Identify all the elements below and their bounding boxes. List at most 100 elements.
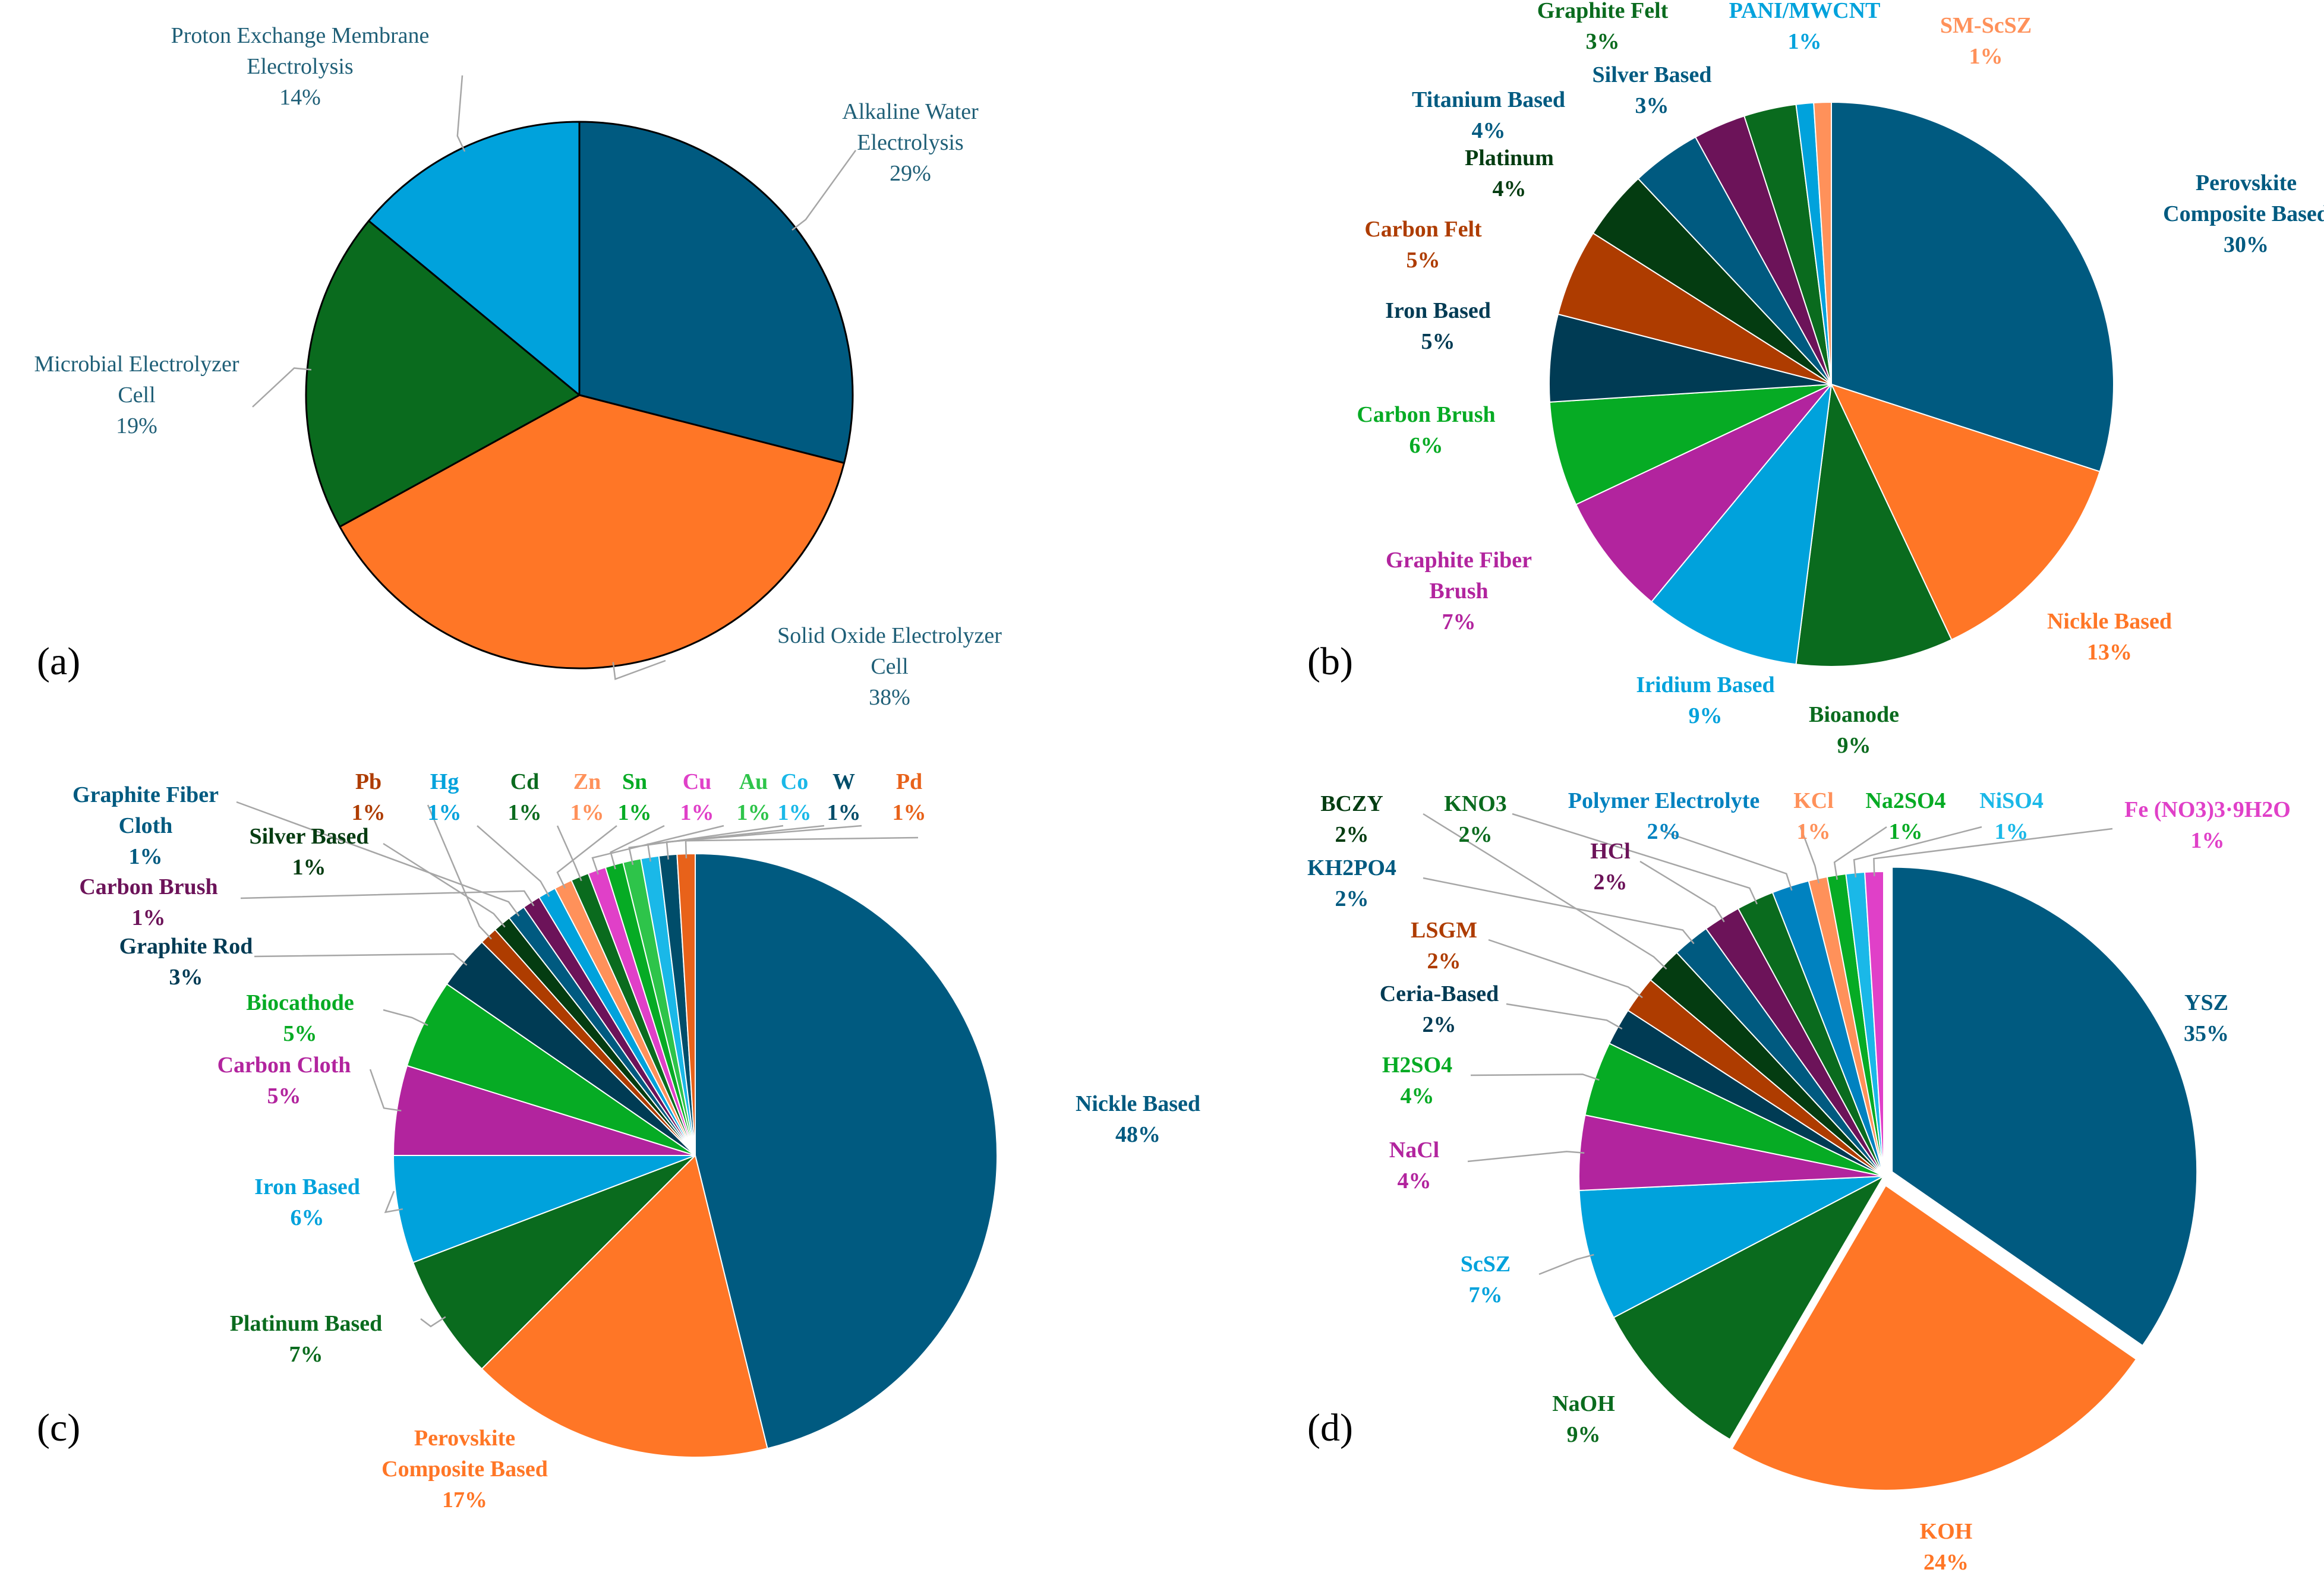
leader-line-alkaline-water-electrolysis <box>792 150 857 231</box>
leader-line-pd <box>685 836 919 858</box>
slice-labels-d: YSZ 35% KOH 24% NaOH 9% ScSZ 7% NaCl 4% H2SO4 4% Cer… <box>1307 788 2291 1575</box>
pie-slice-carbon-brush <box>1549 384 1832 506</box>
pie-slices-d <box>1578 866 2198 1491</box>
slice-label-kh2po4: KH2PO4 2% <box>1307 855 1396 911</box>
slice-label-microbial-electrolyzer-cell: Microbial Electrolyzer Cell 19% <box>34 352 239 438</box>
slice-label-scsz: ScSZ 7% <box>1461 1252 1511 1308</box>
slice-label-carbon-cloth: Carbon Cloth 5% <box>217 1053 351 1109</box>
leader-line-h2so4 <box>1470 1073 1600 1081</box>
pie-slice-naoh <box>1613 1176 1884 1440</box>
slice-label-hg: Hg 1% <box>428 769 462 825</box>
pie-slice-nickle-based <box>695 853 998 1450</box>
leader-line-lsgm <box>1488 939 1643 999</box>
slice-label-niso4: NiSO4 1% <box>1979 788 2044 844</box>
slice-label-polymer-electrolyte: Polymer Electrolyte 2% <box>1568 788 1760 844</box>
pie-slices-c <box>393 853 998 1458</box>
slice-labels-a: Alkaline Water Electrolysis 29% Solid Oxide… <box>34 23 1002 710</box>
slice-label-fe-no3-3-9h2o: Fe (NO3)3·9H2O 1% <box>2124 797 2291 853</box>
slice-label-silver-based: Silver Based 1% <box>250 824 369 880</box>
leader-line-zn <box>556 825 617 889</box>
slice-label-iron-based: Iron Based 5% <box>1385 298 1491 354</box>
slice-label-platinum: Platinum 4% <box>1465 146 1554 201</box>
leader-line-w <box>666 825 862 860</box>
pie-slices-a <box>305 121 854 670</box>
pie-chart-d: YSZ 35% KOH 24% NaOH 9% ScSZ 7% NaCl 4% H2SO4 4% Cer… <box>1307 788 2291 1575</box>
pie-slice-ysz <box>1891 866 2198 1347</box>
slice-label-cu: Cu 1% <box>680 769 714 825</box>
slice-label-nickle-based: Nickle Based 48% <box>1076 1091 1200 1147</box>
leader-line-au <box>628 825 784 866</box>
slice-label-perovskite-composite-based: Perovskite Composite Based 30% <box>2163 170 2324 257</box>
slice-label-nickle-based: Nickle Based 13% <box>2047 609 2172 665</box>
panel-letter-c: (c) <box>37 1406 80 1450</box>
slice-label-ceria-based: Ceria-Based 2% <box>1380 981 1499 1037</box>
leader-line-biocathode <box>383 1009 428 1027</box>
leader-line-kcl <box>1799 826 1820 883</box>
slice-label-nacl: NaCl 4% <box>1389 1138 1439 1193</box>
slice-label-silver-based: Silver Based 3% <box>1593 62 1712 118</box>
slice-label-iridium-based: Iridium Based 9% <box>1636 672 1774 728</box>
leader-line-scsz <box>1538 1253 1594 1275</box>
slice-labels-c: Nickle Based 48% Perovskite Composite Based… <box>72 769 1200 1512</box>
pie-chart-b: Perovskite Composite Based 30% Nickle Based… <box>1357 0 2324 758</box>
slice-label-pani-mwcnt: PANI/MWCNT 1% <box>1729 0 1881 54</box>
slice-label-au: Au 1% <box>737 769 771 825</box>
panel-letter-d: (d) <box>1307 1406 1353 1450</box>
slice-label-pb: Pb 1% <box>352 769 386 825</box>
slice-label-bczy: BCZY 2% <box>1320 791 1383 847</box>
leader-line-iron-based <box>384 1191 403 1214</box>
leader-line-platinum-based <box>420 1316 446 1328</box>
leader-line-sn <box>610 825 665 870</box>
pie-slice-perovskite-composite-based <box>1831 102 2114 472</box>
leader-line-hg <box>477 825 550 897</box>
leader-line-pb <box>427 804 492 940</box>
slice-label-w: W 1% <box>827 769 861 825</box>
leader-line-na2so4 <box>1833 826 1887 880</box>
pie-slice-graphite-fiber-brush <box>1575 384 1832 602</box>
leader-line-solid-oxide-electrolyzer-cell <box>612 659 666 680</box>
leader-line-cd <box>556 825 582 882</box>
pie-slice-iron-based <box>1549 313 1832 403</box>
slice-label-biocathode: Biocathode 5% <box>246 990 354 1046</box>
pie-slice-koh <box>1731 1185 2137 1491</box>
slice-label-ysz: YSZ 35% <box>2184 990 2229 1046</box>
slice-label-iron-based: Iron Based 6% <box>254 1174 360 1230</box>
slice-label-solid-oxide-electrolyzer-cell: Solid Oxide Electrolyzer Cell 38% <box>777 623 1002 710</box>
leader-line-niso4 <box>1853 826 1982 878</box>
leader-line-carbon-brush <box>240 890 535 907</box>
leader-lines-d <box>1423 813 2113 1275</box>
leader-line-microbial-electrolyzer-cell <box>252 367 312 408</box>
slice-labels-b: Perovskite Composite Based 30% Nickle Based… <box>1357 0 2324 758</box>
leader-line-silver-based <box>383 842 506 928</box>
leader-line-kh2po4 <box>1423 877 1695 945</box>
slice-label-kno3: KNO3 2% <box>1444 791 1507 847</box>
leader-lines-c <box>236 801 919 1328</box>
slice-label-graphite-fiber-cloth: Graphite Fiber Cloth 1% <box>72 782 219 869</box>
slice-label-graphite-fiber-brush: Graphite Fiber Brush 7% <box>1386 548 1532 634</box>
slice-label-kcl: KCl 1% <box>1793 788 1834 844</box>
slice-label-graphite-rod: Graphite Rod 3% <box>119 934 253 990</box>
slice-label-carbon-brush: Carbon Brush 6% <box>1357 402 1495 458</box>
leader-line-co <box>647 825 825 862</box>
slice-label-hcl: HCl 2% <box>1590 839 1631 895</box>
pie-chart-a: Alkaline Water Electrolysis 29% Solid Oxide… <box>34 23 1002 710</box>
slice-label-lsgm: LSGM 2% <box>1411 918 1477 974</box>
leader-lines-a <box>252 75 857 680</box>
slice-label-sm-scsz: SM-ScSZ 1% <box>1940 13 2032 69</box>
slice-label-pd: Pd 1% <box>893 769 926 825</box>
leader-line-polymer-electrolyte <box>1663 831 1793 891</box>
pie-slice-perovskite-composite-based <box>481 1155 768 1458</box>
slice-label-platinum-based: Platinum Based 7% <box>230 1311 383 1367</box>
slice-label-carbon-brush: Carbon Brush 1% <box>79 874 217 930</box>
slice-label-graphite-felt: Graphite Felt 3% <box>1537 0 1669 54</box>
slice-label-proton-exchange-membrane-electrolysis: Proton Exchange Membrane Electrolysis 14% <box>171 23 430 110</box>
pie-slice-sm-scsz <box>1813 102 1832 385</box>
leader-line-ceria-based <box>1506 1003 1623 1030</box>
slice-label-zn: Zn 1% <box>570 769 604 825</box>
slice-label-alkaline-water-electrolysis: Alkaline Water Electrolysis 29% <box>842 99 979 186</box>
pie-slice-carbon-felt <box>1557 232 1832 385</box>
slice-label-na2so4: Na2SO4 1% <box>1865 788 1945 844</box>
slice-label-cd: Cd 1% <box>508 769 542 825</box>
pie-slice-nickle-based <box>1831 384 2101 640</box>
